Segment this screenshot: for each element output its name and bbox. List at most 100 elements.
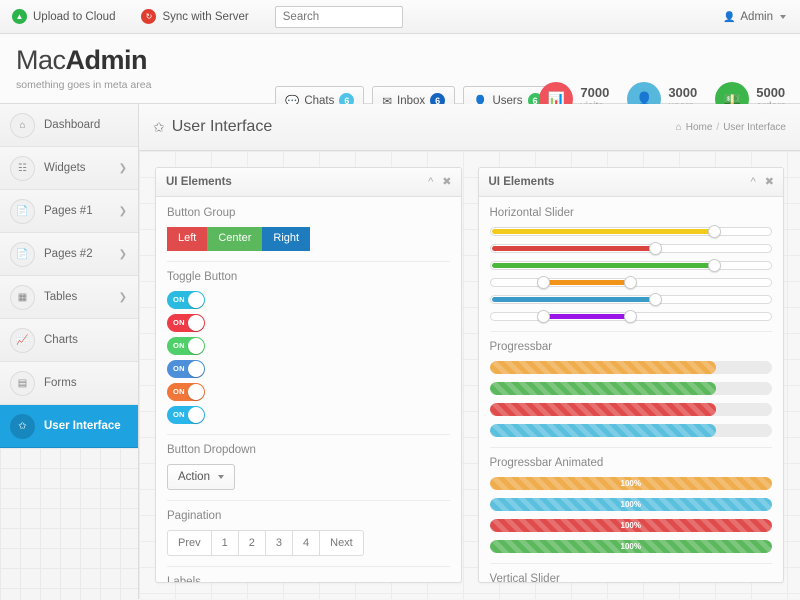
sidebar-item-widgets[interactable]: ☷ Widgets ❯ <box>0 147 138 190</box>
progressbar-list <box>489 361 772 437</box>
sidebar-item-label: Pages #2 <box>44 248 93 260</box>
button-group: Left Center Right <box>167 227 450 251</box>
user-menu[interactable]: 👤 Admin <box>723 0 786 34</box>
divider <box>489 447 772 448</box>
progressbar-label: Progressbar <box>489 341 553 353</box>
toggle-state-label: ON <box>173 295 185 305</box>
page-4[interactable]: 4 <box>293 529 321 556</box>
slider-fill <box>491 297 657 302</box>
toggle-state-label: ON <box>173 341 185 351</box>
slider-handle-start[interactable] <box>537 310 551 323</box>
page-3[interactable]: 3 <box>265 529 293 556</box>
labels-label: Labels <box>167 575 201 582</box>
stat-users-number: 3000 <box>668 84 698 100</box>
horizontal-slider[interactable] <box>489 293 772 306</box>
cloud-upload-icon: ▲ <box>12 9 27 24</box>
horizontal-slider-range[interactable] <box>489 310 772 323</box>
toggle-switch[interactable]: ON <box>167 359 205 378</box>
sidebar-item-label: Tables <box>44 291 78 303</box>
slider-fill <box>491 246 657 251</box>
wand-icon: ✩ <box>10 413 35 439</box>
button-right[interactable]: Right <box>262 227 311 251</box>
progressbar <box>489 361 772 374</box>
sidebar-item-pages-1[interactable]: 📄 Pages #1 ❯ <box>0 190 138 233</box>
sidebar-item-tables[interactable]: ▦ Tables ❯ <box>0 276 138 319</box>
toggle-switch[interactable]: ON <box>167 405 205 424</box>
divider <box>167 499 450 501</box>
page-2[interactable]: 2 <box>238 529 266 556</box>
horizontal-slider[interactable] <box>489 242 772 255</box>
sidebar-item-label: User Interface <box>44 420 121 432</box>
breadcrumb-separator: / <box>716 121 720 133</box>
divider <box>167 433 450 435</box>
stat-visits-number: 7000 <box>580 84 610 100</box>
progressbar-fill <box>489 361 716 374</box>
home-icon: ⌂ <box>10 112 35 138</box>
toggle-knob <box>188 291 204 308</box>
toggle-state-label: ON <box>173 364 185 374</box>
divider <box>167 565 450 567</box>
chevron-down-icon <box>780 15 786 19</box>
user-menu-label: Admin <box>740 11 773 23</box>
brand-meta-text: something goes in meta area <box>16 78 152 91</box>
toggle-switch[interactable]: ON <box>167 382 205 401</box>
panel-header: UI Elements ^ ✖ <box>478 168 783 197</box>
panel-title: UI Elements <box>166 176 232 188</box>
breadcrumb: ⌂ Home / User Interface <box>676 122 786 133</box>
page-1[interactable]: 1 <box>211 529 239 556</box>
horizontal-slider[interactable] <box>489 259 772 272</box>
pagination: Prev 1 2 3 4 Next <box>167 529 450 556</box>
chats-label: Chats <box>304 94 335 107</box>
chevron-up-icon[interactable]: ^ <box>750 175 756 188</box>
breadcrumb-home[interactable]: Home <box>685 121 713 133</box>
ui-elements-panel-right: UI Elements ^ ✖ Horizontal Slider <box>477 167 784 583</box>
button-center[interactable]: Center <box>207 227 263 251</box>
file-icon: 📄 <box>10 198 35 224</box>
toggle-list: ON ON ON ON <box>167 290 450 424</box>
sidebar-item-charts[interactable]: 📈 Charts <box>0 319 138 362</box>
progressbar <box>489 403 772 416</box>
slider-handle-end[interactable] <box>624 276 638 289</box>
sidebar-item-dashboard[interactable]: ⌂ Dashboard <box>0 104 138 147</box>
search-input[interactable] <box>274 5 403 28</box>
slider-handle[interactable] <box>649 242 663 255</box>
toggle-switch[interactable]: ON <box>167 313 205 332</box>
sidebar-item-forms[interactable]: ▤ Forms <box>0 362 138 405</box>
horizontal-slider-range[interactable] <box>489 276 772 289</box>
toggle-switch[interactable]: ON <box>167 290 205 309</box>
toggle-state-label: ON <box>173 410 185 420</box>
slider-fill <box>543 280 631 285</box>
sidebar-item-pages-2[interactable]: 📄 Pages #2 ❯ <box>0 233 138 276</box>
sidebar-item-user-interface[interactable]: ✩ User Interface <box>0 405 138 448</box>
horizontal-slider[interactable] <box>489 225 772 238</box>
chevron-up-icon[interactable]: ^ <box>428 175 434 188</box>
toggle-state-label: ON <box>173 318 185 328</box>
slider-handle[interactable] <box>708 225 722 238</box>
slider-handle-end[interactable] <box>624 310 638 323</box>
action-dropdown-button[interactable]: Action <box>167 463 235 490</box>
chevron-right-icon: ❯ <box>118 248 127 260</box>
panel-actions: ^ ✖ <box>750 175 774 188</box>
close-icon[interactable]: ✖ <box>764 175 774 188</box>
button-left[interactable]: Left <box>167 227 208 251</box>
home-icon: ⌂ <box>675 121 682 133</box>
panel-title: UI Elements <box>488 176 555 188</box>
sidebar-item-label: Widgets <box>44 162 86 174</box>
upload-to-cloud-action[interactable]: ▲ Upload to Cloud <box>12 9 115 24</box>
page-next[interactable]: Next <box>320 529 364 556</box>
slider-handle[interactable] <box>708 259 722 272</box>
upload-to-cloud-label: Upload to Cloud <box>33 10 116 23</box>
sync-with-server-action[interactable]: ↻ Sync with Server <box>141 9 249 24</box>
sidebar-nav: ⌂ Dashboard ☷ Widgets ❯ 📄 Pages #1 ❯ 📄 P… <box>0 104 139 600</box>
page-prev[interactable]: Prev <box>167 529 212 556</box>
toggle-switch[interactable]: ON <box>167 336 205 355</box>
user-icon: 👤 <box>722 11 736 23</box>
slider-handle-start[interactable] <box>537 276 551 289</box>
progressbar-animated: 100% <box>489 498 772 511</box>
inbox-label: Inbox <box>397 94 426 107</box>
progressbar-animated: 100% <box>489 519 772 532</box>
progressbar-fill-label: 100% <box>489 477 772 490</box>
close-icon[interactable]: ✖ <box>442 175 452 188</box>
slider-handle[interactable] <box>649 293 663 306</box>
divider <box>167 260 450 262</box>
